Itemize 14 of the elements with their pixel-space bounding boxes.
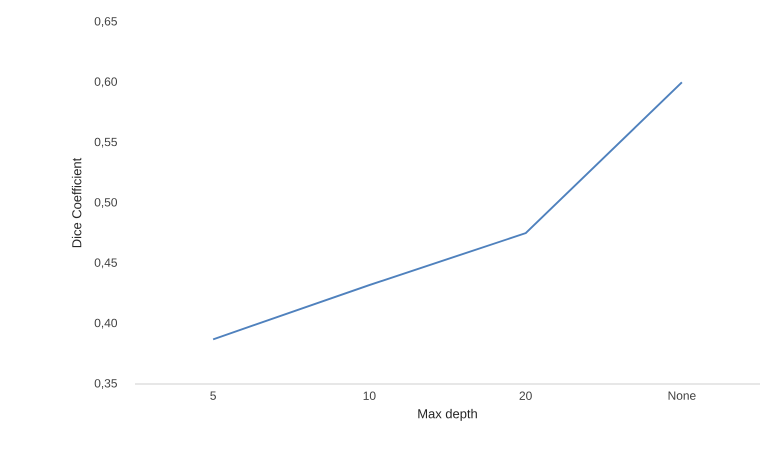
x-axis-title: Max depth	[418, 408, 477, 421]
x-tick-label: 5	[210, 392, 216, 400]
y-tick-label: 0,50	[94, 198, 118, 208]
x-tick-label: 10	[364, 392, 376, 400]
y-tick-label: 0,35	[94, 379, 117, 389]
y-tick-label: 0,60	[94, 77, 118, 88]
y-axis-title: Dice Coefficient	[72, 158, 82, 248]
x-tick-label: 20	[520, 392, 532, 400]
x-tick-label: None	[668, 392, 696, 400]
y-tick-label: 0,55	[94, 138, 117, 148]
y-tick-label: 0,45	[94, 258, 117, 268]
y-tick-label: 0,65	[94, 17, 117, 27]
line-series	[212, 81, 683, 340]
y-tick-label: 0,40	[94, 318, 118, 329]
